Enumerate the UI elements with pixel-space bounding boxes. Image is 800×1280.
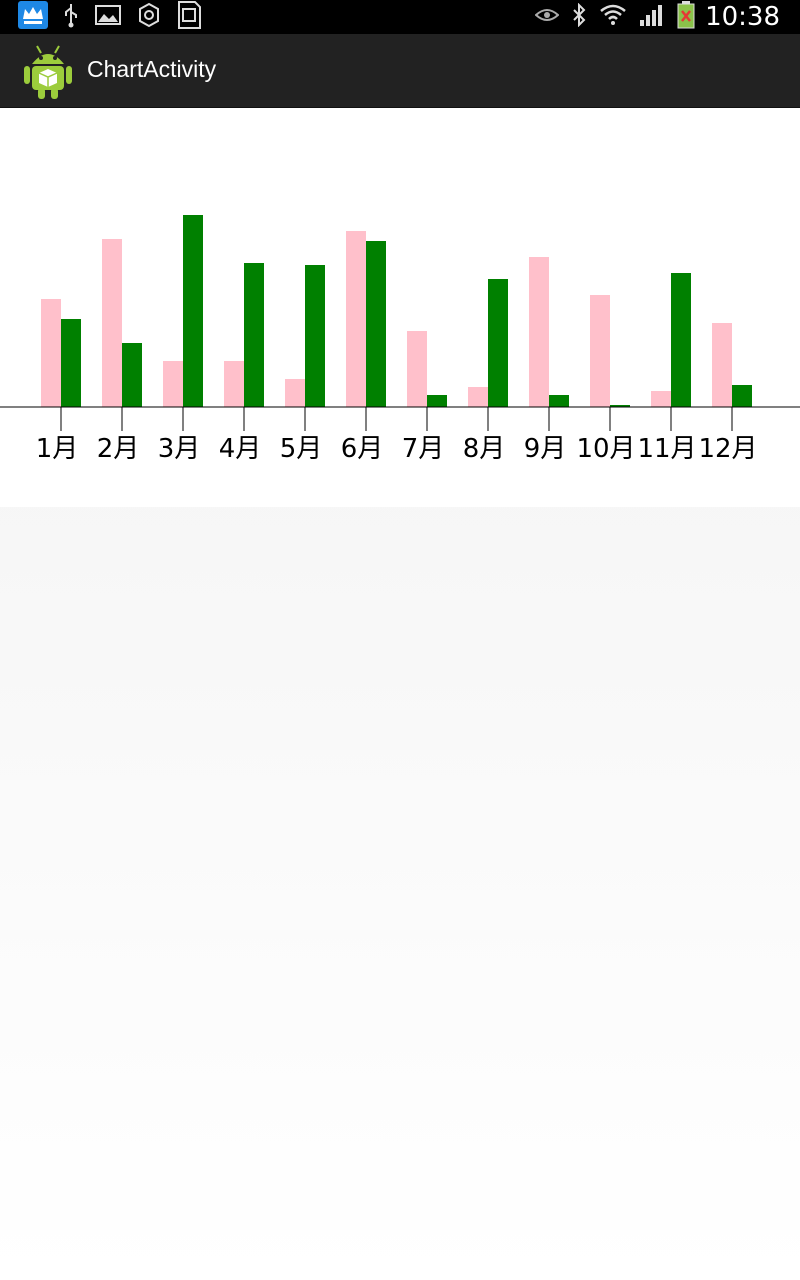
chart-panel: 1月 2月 3月 4月 5月 6月 7月 8月 9月 10月 11月 12月 <box>0 108 800 507</box>
bar-series-2-11 <box>671 273 691 407</box>
x-tick-label-10: 10月 <box>576 434 635 464</box>
x-tick-label-5: 5月 <box>280 434 323 464</box>
x-tick-label-9: 9月 <box>524 434 567 464</box>
x-tick-label-12: 12月 <box>698 434 757 464</box>
app-title: ChartActivity <box>87 56 217 82</box>
bar-series-1-3 <box>163 361 183 407</box>
status-clock: 10:38 <box>705 2 780 32</box>
bar-series-1-4 <box>224 361 244 407</box>
x-tick-label-11: 11月 <box>637 434 696 464</box>
x-tick-label-1: 1月 <box>36 434 79 464</box>
action-bar: ChartActivity <box>0 34 800 108</box>
bar-series-1-2 <box>102 239 122 407</box>
x-tick-label-6: 6月 <box>341 434 384 464</box>
bar-series-2-6 <box>366 241 386 407</box>
bar-series-1-5 <box>285 379 305 407</box>
bar-series-1-10 <box>590 295 610 407</box>
x-tick-label-7: 7月 <box>402 434 445 464</box>
bar-series-2-9 <box>549 395 569 407</box>
bar-series-1-6 <box>346 231 366 407</box>
bar-series-1-11 <box>651 391 671 407</box>
bar-series-2-5 <box>305 265 325 407</box>
bar-series-1-1 <box>41 299 61 407</box>
wifi-icon <box>599 3 627 31</box>
x-tick-label-4: 4月 <box>219 434 262 464</box>
bar-chart: 1月 2月 3月 4月 5月 6月 7月 8月 9月 10月 11月 12月 <box>0 215 800 464</box>
x-tick-label-8: 8月 <box>463 434 506 464</box>
bar-series-2-2 <box>122 343 142 407</box>
sd-card-icon <box>176 0 202 34</box>
bar-series-1-8 <box>468 387 488 407</box>
image-icon <box>94 3 122 31</box>
bar-series-2-3 <box>183 215 203 407</box>
x-tick-label-2: 2月 <box>97 434 140 464</box>
status-bar: 10:38 <box>0 0 800 34</box>
bar-series-1-12 <box>712 323 732 407</box>
bar-series-1-9 <box>529 257 549 407</box>
signal-icon <box>639 3 665 31</box>
eye-icon <box>534 7 560 27</box>
bar-series-1-7 <box>407 331 427 407</box>
bar-series-2-8 <box>488 279 508 407</box>
bar-series-2-1 <box>61 319 81 407</box>
bar-series-2-4 <box>244 263 264 407</box>
android-robot-icon[interactable] <box>22 42 74 100</box>
bar-series-2-12 <box>732 385 752 407</box>
battery-icon <box>677 1 695 33</box>
x-tick-label-3: 3月 <box>158 434 201 464</box>
bar-series-2-7 <box>427 395 447 407</box>
bar-series-2-10 <box>610 405 630 407</box>
kingroot-icon <box>18 1 48 33</box>
settings-icon <box>136 2 162 32</box>
usb-icon <box>62 2 80 32</box>
bluetooth-icon <box>571 2 587 31</box>
